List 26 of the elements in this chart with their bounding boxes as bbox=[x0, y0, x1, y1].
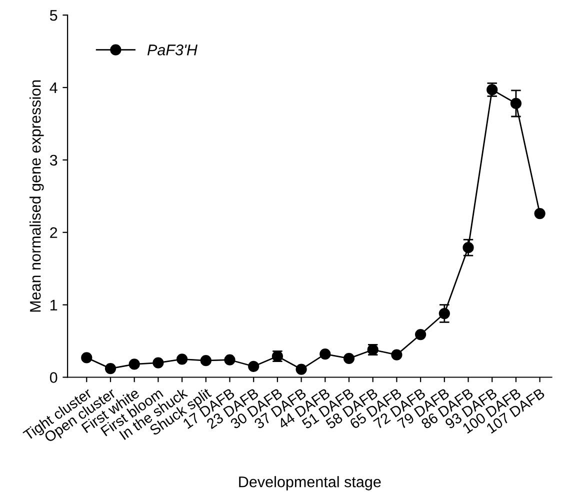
point bbox=[152, 357, 164, 368]
point bbox=[415, 328, 426, 340]
point bbox=[200, 355, 212, 366]
point bbox=[81, 352, 92, 364]
point bbox=[534, 208, 546, 220]
point bbox=[438, 308, 450, 320]
point bbox=[391, 349, 402, 360]
point bbox=[248, 360, 260, 372]
point bbox=[176, 354, 188, 365]
y-tick-label: 1 bbox=[50, 300, 58, 310]
point bbox=[320, 348, 331, 360]
point bbox=[462, 242, 474, 254]
y-tick-label: 4 bbox=[50, 82, 58, 94]
point bbox=[510, 98, 522, 110]
legend-label: PaF3'H bbox=[147, 44, 198, 56]
point bbox=[224, 354, 236, 366]
x-axis-title: Developmental stage bbox=[239, 476, 381, 490]
y-tick-label: 3 bbox=[50, 154, 58, 166]
y-tick-label: 0 bbox=[50, 372, 58, 383]
point bbox=[128, 358, 140, 370]
point bbox=[343, 352, 355, 364]
y-tick-label: 2 bbox=[50, 227, 58, 238]
y-tick-label: 5 bbox=[50, 10, 58, 21]
point bbox=[104, 363, 116, 374]
y-axis-title: Mean normalised gene expression bbox=[30, 80, 44, 312]
point bbox=[296, 364, 307, 375]
